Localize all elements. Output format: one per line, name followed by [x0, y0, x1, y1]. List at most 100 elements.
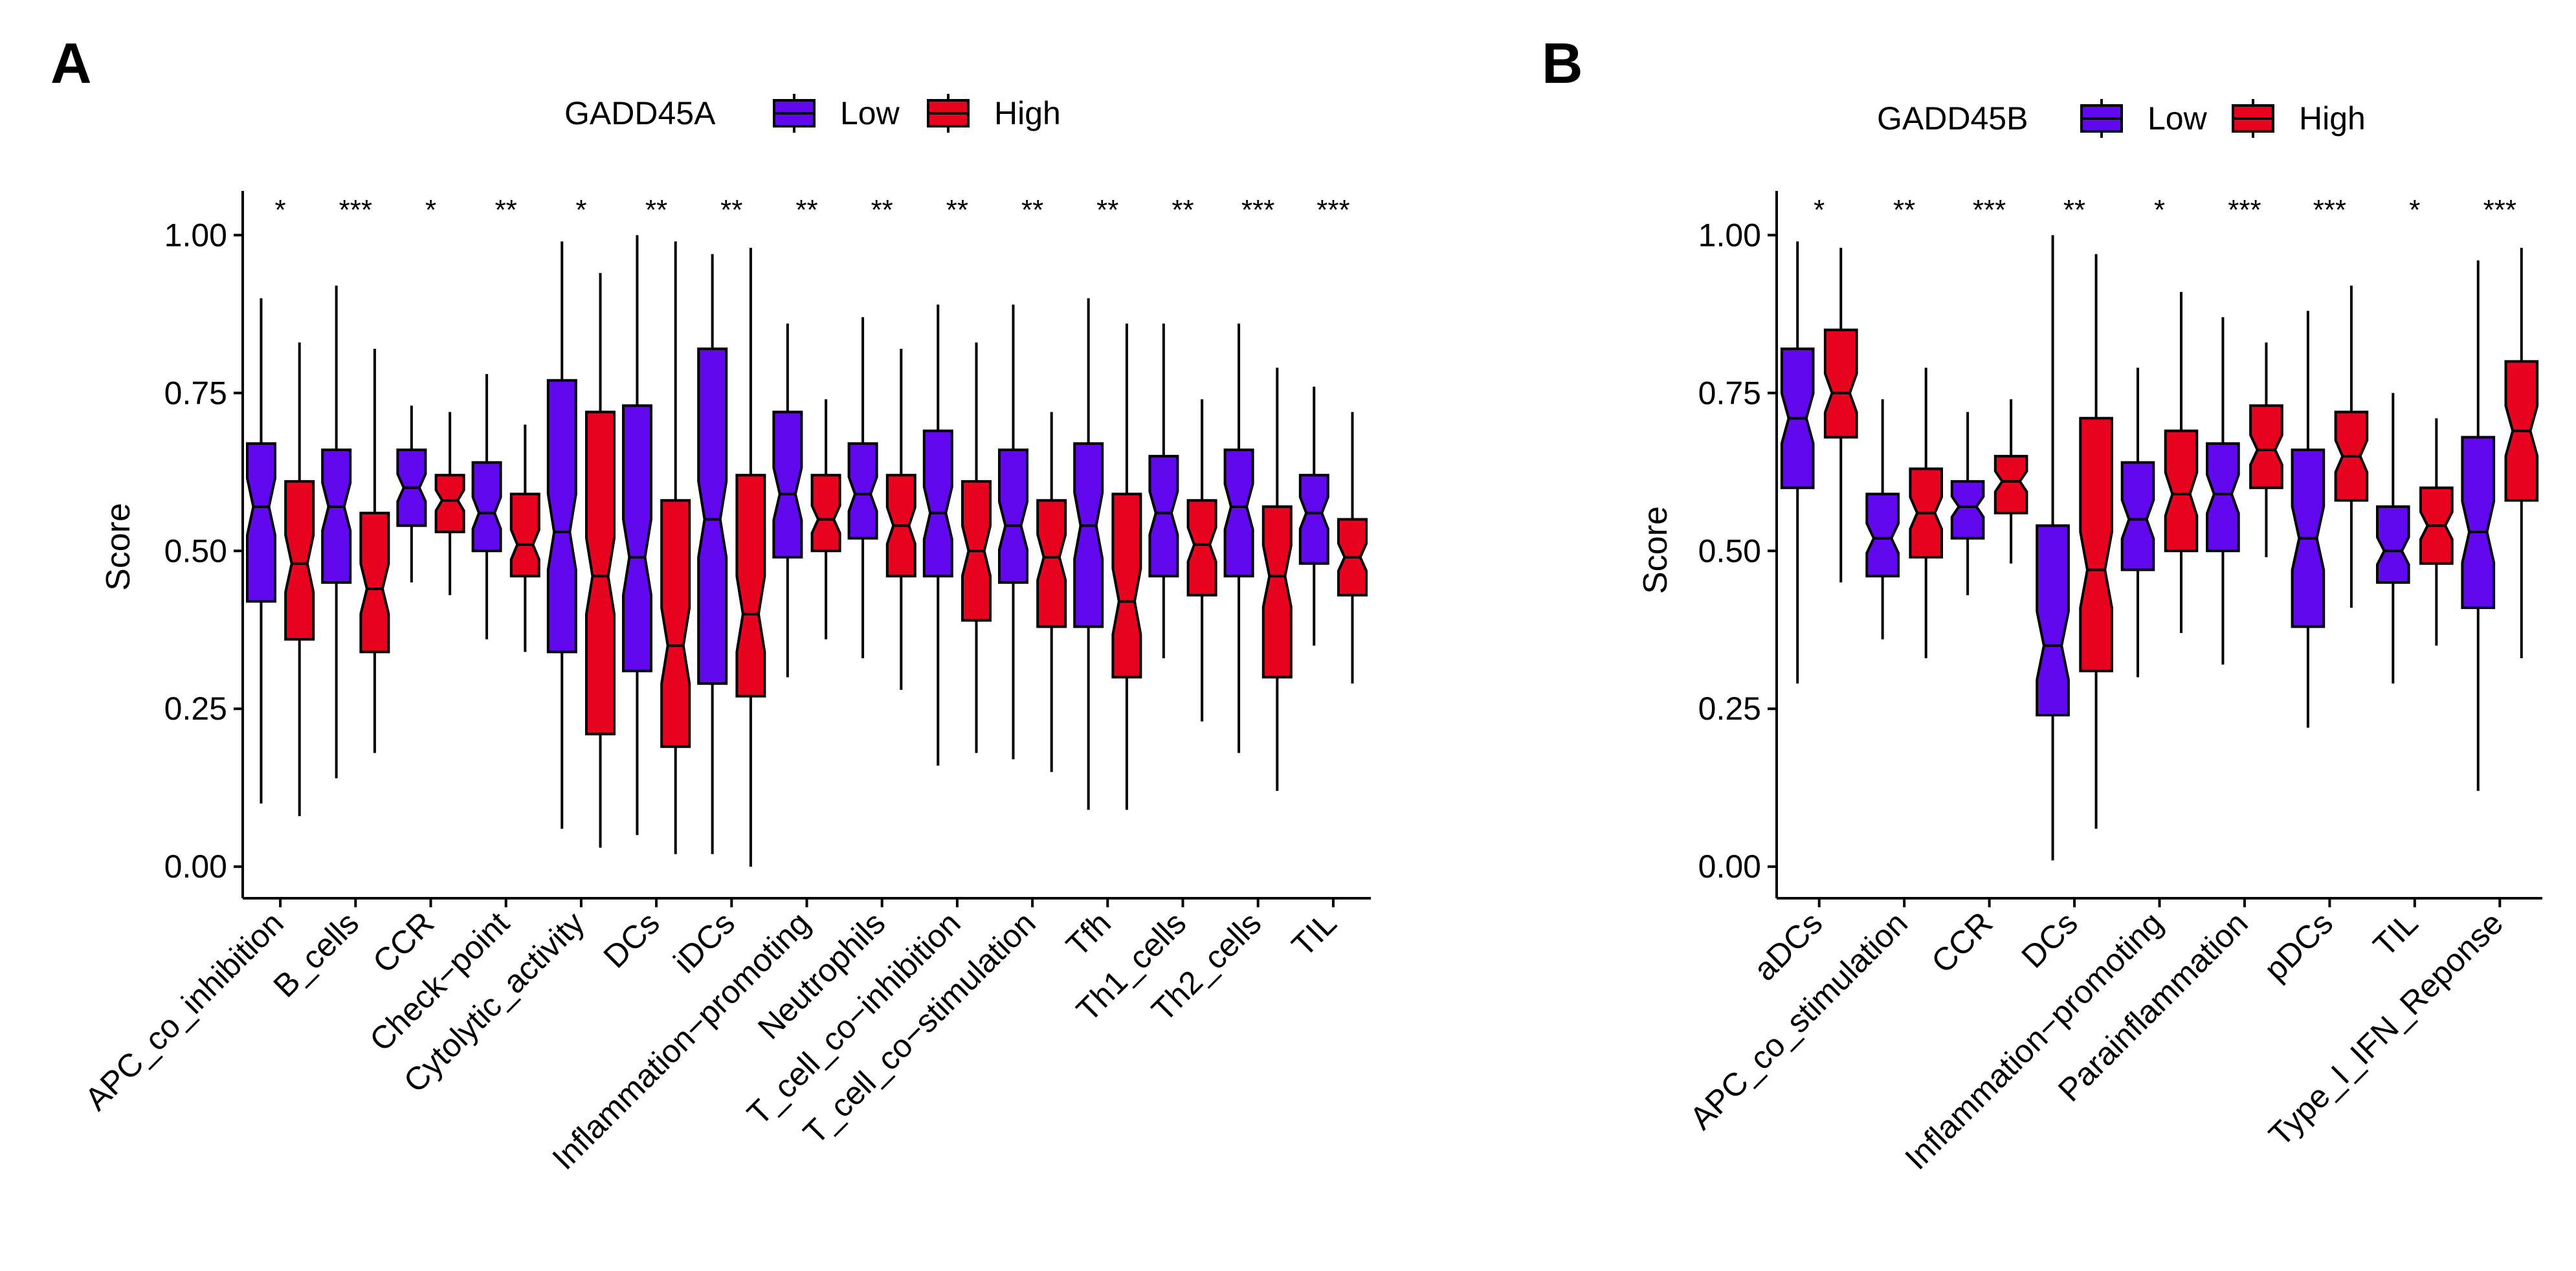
- y-tick-label: 0.00: [1698, 848, 1761, 885]
- significance-label: ***: [2228, 194, 2261, 226]
- high-box: [585, 410, 616, 736]
- y-tick-label: 0.75: [164, 375, 227, 411]
- x-tick-label: APC_co_inhibition: [78, 905, 291, 1118]
- x-tick-label: Tfh: [1059, 905, 1118, 964]
- low-box: [321, 448, 352, 584]
- high-box: [1993, 454, 2028, 514]
- panel-a-legend-high-label: High: [994, 95, 1061, 131]
- panel-b-legend-high-key: [2232, 99, 2274, 138]
- significance-label: *: [2409, 194, 2420, 226]
- low-box: [1298, 474, 1329, 565]
- x-tick-label: TIL: [1285, 905, 1344, 964]
- low-box: [1073, 442, 1104, 628]
- significance-label: ***: [1316, 194, 1349, 226]
- x-tick-label: TIL: [2366, 905, 2425, 964]
- y-tick-label: 0.00: [164, 848, 227, 885]
- significance-label: **: [1893, 194, 1915, 226]
- significance-label: **: [946, 194, 968, 226]
- panel-a-legend-low-key: [773, 94, 816, 133]
- significance-label: ***: [2483, 194, 2516, 226]
- low-box: [246, 442, 276, 603]
- x-tick-label: DCs: [2014, 905, 2084, 975]
- x-tick-label: aDCs: [1746, 905, 1829, 988]
- low-box: [2461, 436, 2496, 610]
- high-box: [2249, 404, 2283, 489]
- panel-b-legend-low-label: Low: [2148, 100, 2208, 137]
- panel-a-legend-low-label: Low: [840, 95, 900, 131]
- low-box: [1148, 454, 1179, 578]
- low-box: [1865, 492, 1900, 578]
- low-box: [622, 404, 652, 672]
- panel-a-label: A: [50, 31, 92, 95]
- y-tick-label: 1.00: [164, 217, 227, 253]
- panel-a-legend: GADD45A Low High: [564, 94, 1061, 133]
- panel-b-label: B: [1542, 31, 1583, 95]
- panel-a-y-axis-title: Score: [100, 503, 137, 591]
- significance-label: **: [645, 194, 667, 226]
- significance-label: **: [2063, 194, 2085, 226]
- high-box: [1111, 492, 1142, 679]
- panel-b-legend-high-label: High: [2299, 100, 2366, 137]
- low-box: [2206, 442, 2240, 553]
- significance-label: ***: [1241, 194, 1274, 226]
- low-box: [847, 442, 878, 540]
- panel-a-legend-title: GADD45A: [564, 95, 716, 131]
- high-box: [509, 492, 540, 578]
- significance-label: ***: [339, 194, 372, 226]
- significance-label: **: [1021, 194, 1043, 226]
- high-box: [1261, 505, 1293, 679]
- high-box: [735, 474, 766, 698]
- significance-label: **: [495, 194, 517, 226]
- y-tick-label: 0.25: [164, 691, 227, 727]
- significance-label: **: [871, 194, 893, 226]
- panel-b-y-axis-title: Score: [1637, 506, 1674, 594]
- y-tick-label: 0.25: [1698, 691, 1761, 727]
- high-box: [660, 499, 691, 748]
- panel-b-legend-low-key: [2080, 99, 2123, 138]
- panel-b: B GADD45B Low High Score 0.00 0.25 0.50 0.7…: [1542, 31, 2542, 1177]
- high-box: [1186, 499, 1217, 597]
- x-tick-label: B_cells: [267, 905, 366, 1004]
- x-tick-label: CCR: [1924, 905, 1999, 980]
- low-box: [2120, 461, 2155, 571]
- low-box: [2036, 524, 2070, 716]
- panel-b-legend-title: GADD45B: [1877, 100, 2028, 137]
- y-tick-label: 0.50: [1698, 533, 1761, 569]
- low-box: [697, 348, 728, 685]
- high-box: [810, 474, 841, 553]
- y-tick-label: 1.00: [1698, 217, 1761, 253]
- panel-b-plot: 0.000.250.500.751.00aDCs*APC_co_stimulat…: [1683, 191, 2542, 1177]
- significance-label: **: [720, 194, 742, 226]
- high-box: [359, 511, 390, 654]
- significance-label: *: [575, 194, 586, 226]
- y-tick-label: 0.50: [164, 533, 227, 569]
- y-tick-label: 0.75: [1698, 375, 1761, 411]
- panel-a: A GADD45A Low High Score 0.00 0.25 0.50 0.7…: [50, 31, 1371, 1177]
- low-box: [772, 410, 803, 558]
- significance-label: *: [425, 194, 436, 226]
- low-box: [998, 448, 1028, 584]
- high-box: [284, 480, 315, 641]
- low-box: [546, 379, 577, 654]
- panel-a-legend-high-key: [927, 94, 970, 133]
- high-box: [2079, 417, 2113, 672]
- low-box: [1950, 480, 1985, 540]
- panel-b-legend: GADD45B Low High: [1877, 99, 2366, 138]
- high-box: [1036, 499, 1067, 628]
- panel-a-plot: 0.00 0.25 0.50 0.75 1.00 APC_co_inhibition * B_…: [78, 191, 1371, 1177]
- low-box: [922, 429, 953, 578]
- x-tick-label: pDCs: [2257, 905, 2340, 988]
- significance-label: **: [1096, 194, 1118, 226]
- high-box: [2164, 429, 2199, 553]
- significance-label: ***: [2313, 194, 2346, 226]
- x-tick-label: DCs: [597, 905, 667, 975]
- significance-label: **: [1171, 194, 1194, 226]
- significance-label: *: [2154, 194, 2165, 226]
- low-box: [1223, 448, 1254, 578]
- significance-label: *: [1814, 194, 1825, 226]
- low-box: [471, 461, 502, 553]
- significance-label: **: [795, 194, 817, 226]
- significance-label: ***: [1973, 194, 2006, 226]
- low-box: [2376, 505, 2410, 584]
